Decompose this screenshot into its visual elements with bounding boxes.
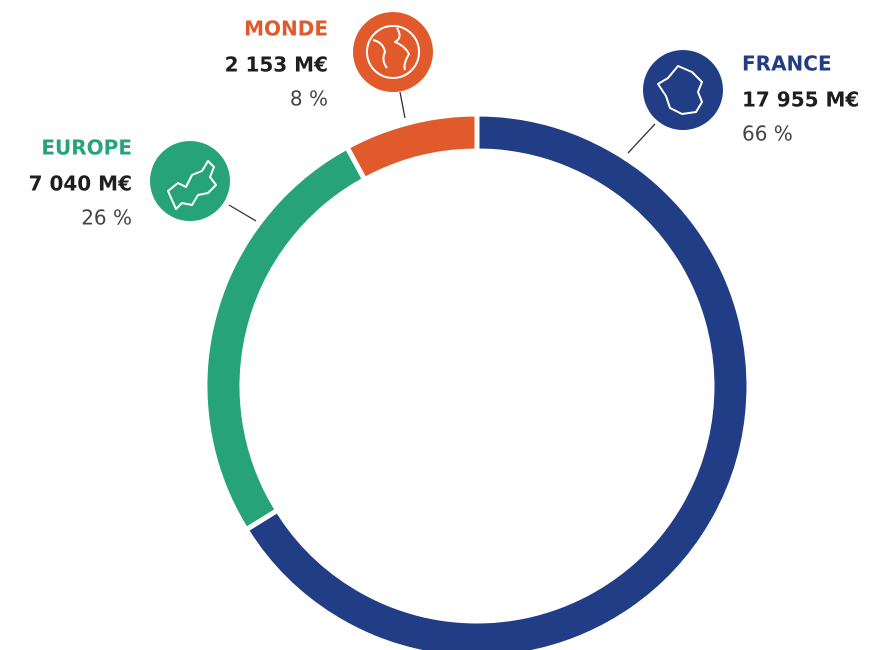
percentage-label: 26 % xyxy=(81,206,132,230)
donut-segment xyxy=(202,143,369,534)
continents xyxy=(372,27,410,71)
value-label: 17 955 M€ xyxy=(742,88,859,112)
globe xyxy=(366,25,420,79)
category-label: FRANCE xyxy=(742,52,832,76)
icon-outline xyxy=(167,160,217,210)
donut-segment xyxy=(242,111,752,650)
donut-segment xyxy=(343,111,480,183)
france-shape xyxy=(657,65,703,115)
leader-line xyxy=(627,123,656,154)
icon-outline xyxy=(657,65,703,115)
value-label: 2 153 M€ xyxy=(225,53,328,77)
region-icon xyxy=(353,12,433,92)
category-label: EUROPE xyxy=(41,136,132,160)
icon-outline xyxy=(366,25,420,79)
value-label: 7 040 M€ xyxy=(29,172,132,196)
percentage-label: 66 % xyxy=(742,122,793,146)
category-label: MONDE xyxy=(244,17,328,41)
percentage-label: 8 % xyxy=(290,87,328,111)
leader-line xyxy=(399,91,406,119)
europe-shape xyxy=(167,160,217,210)
region-icon xyxy=(643,50,723,130)
leader-line xyxy=(228,204,257,222)
